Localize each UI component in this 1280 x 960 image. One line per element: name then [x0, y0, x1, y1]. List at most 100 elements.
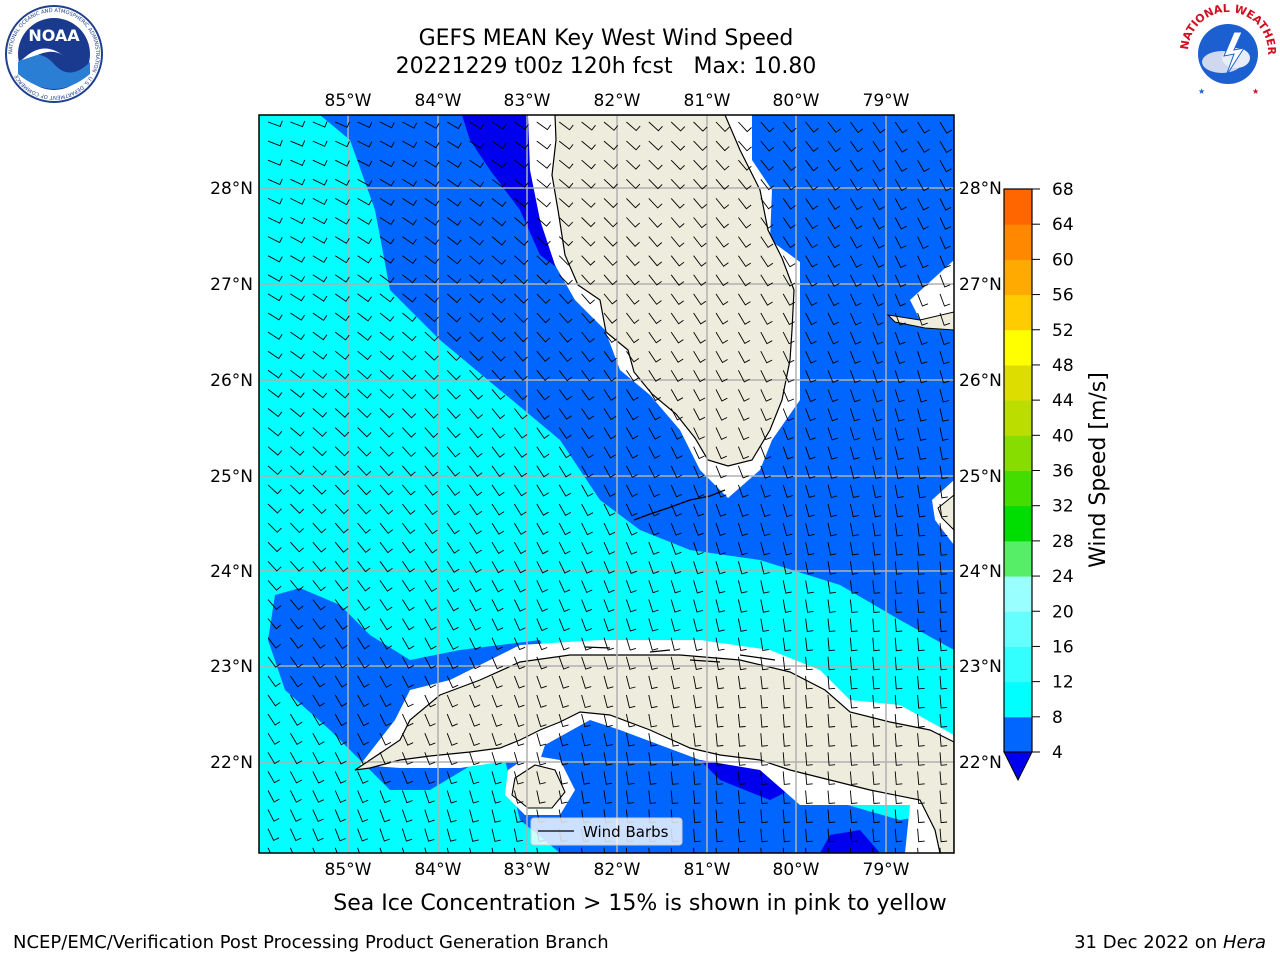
wind-barb [939, 140, 952, 154]
bahamas-andros [937, 494, 954, 531]
wind-barb [312, 809, 324, 822]
wind-barb [715, 561, 726, 575]
wind-barb [558, 140, 574, 150]
wind-barb [536, 446, 550, 459]
wind-barb [513, 828, 523, 842]
wind-barb [334, 580, 349, 592]
wind-barb [760, 331, 773, 345]
wind-barb [267, 560, 282, 572]
wind-barb [894, 331, 906, 345]
wind-barb [446, 656, 459, 670]
wind-barb [536, 771, 546, 785]
wind-barb [894, 121, 908, 134]
wind-barb [334, 427, 350, 438]
wind-barb [872, 331, 884, 345]
wind-barb [446, 618, 459, 631]
wind-barb [805, 159, 819, 172]
wind-barb [491, 790, 502, 804]
wind-barb [849, 828, 858, 843]
wind-barb [760, 427, 772, 441]
wind-barb [424, 350, 439, 361]
wind-barb [379, 656, 392, 669]
wind-barb [581, 312, 595, 324]
wind-barb [737, 771, 746, 785]
wind-barb [939, 828, 948, 843]
wind-barb [469, 312, 484, 323]
wind-barb [335, 140, 350, 148]
wind-barb [782, 465, 794, 479]
wind-barb [625, 637, 637, 651]
wind-barb [603, 370, 617, 382]
wind-barb [312, 293, 328, 302]
wind-barb [402, 580, 415, 592]
wind-barb [357, 159, 373, 167]
wind-barb [670, 752, 679, 766]
wind-barb [670, 733, 680, 747]
wind-barb [536, 255, 551, 266]
wind-barb [648, 446, 661, 459]
colorbar-segment [1004, 576, 1032, 612]
wind-barb [670, 178, 685, 190]
wind-barb [267, 790, 280, 803]
wind-barb [760, 828, 768, 843]
wind-barb [872, 828, 880, 843]
wind-barb [267, 446, 283, 456]
wind-barb [603, 503, 616, 517]
wind-barb [312, 694, 325, 707]
wind-zone-under-4-se [820, 830, 880, 853]
wind-barb [446, 713, 458, 727]
wind-barb [872, 217, 885, 230]
wind-barb [402, 446, 416, 458]
wind-barb [827, 809, 836, 824]
wind-barb [693, 331, 706, 344]
wind-barb [469, 561, 482, 574]
wind-barb [357, 465, 372, 476]
wind-barb [379, 752, 391, 765]
wind-barb [648, 140, 663, 151]
legend: Wind Barbs [530, 817, 683, 846]
wind-barb [805, 484, 816, 498]
wind-barb [424, 541, 438, 554]
wind-barb [917, 121, 930, 134]
wind-barb [738, 140, 752, 152]
wind-barb [603, 198, 618, 209]
wind-barb [603, 561, 615, 574]
wind-barb [760, 656, 769, 671]
wind-barb [648, 599, 659, 613]
wind-barb [693, 542, 704, 556]
wind-barb [536, 217, 551, 227]
wind-barb [536, 312, 551, 324]
colorbar-tick-label: 8 [1052, 708, 1063, 728]
wind-barb [917, 198, 930, 211]
wind-barb [558, 771, 568, 785]
wind-barb [514, 159, 529, 169]
wind-barb [715, 656, 725, 671]
wind-barb [558, 465, 572, 478]
wind-barb [312, 178, 328, 186]
wind-barb [491, 408, 506, 420]
wind-barb [401, 733, 414, 746]
wind-barb [693, 599, 703, 613]
wind-barb [760, 847, 762, 853]
wind-barb [446, 350, 462, 362]
wind-barb [670, 465, 683, 479]
wind-barb [715, 637, 725, 651]
wind-barb [827, 599, 836, 613]
wind-barb [805, 465, 816, 479]
colorbar-segment [1004, 259, 1032, 296]
wind-barb [670, 408, 683, 421]
wind-barb [670, 618, 681, 632]
wind-barb [626, 465, 638, 478]
wind-barb [805, 828, 813, 843]
lat-label: 22°N [959, 753, 1002, 773]
wind-barb [648, 733, 657, 747]
wind-barb [357, 255, 373, 264]
wind-barb [357, 828, 368, 842]
wind-barb [357, 809, 369, 823]
wind-barb [357, 274, 373, 283]
isla-de-la-juventud [511, 764, 566, 809]
wind-barb [536, 541, 549, 555]
wind-barb [849, 675, 858, 690]
wind-barb [782, 828, 791, 843]
wind-barb [827, 542, 837, 556]
